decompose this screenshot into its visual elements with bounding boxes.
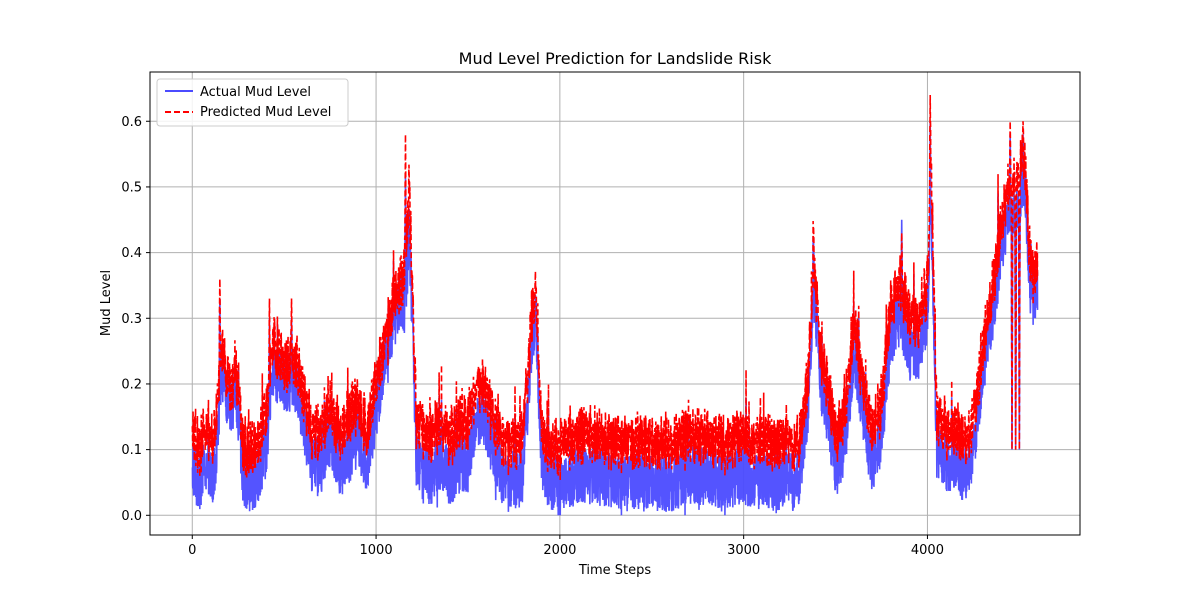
y-tick-label: 0.0: [121, 509, 142, 524]
y-tick-label: 0.5: [121, 180, 142, 195]
y-axis-label: Mud Level: [99, 270, 114, 336]
axis-ticks: 0 1000 2000 3000 4000 0.0 0.1 0.2 0.3 0.4 0.5 0.6: [121, 115, 944, 558]
series-line-actual: [191, 121, 1039, 516]
y-tick-label: 0.6: [121, 115, 142, 130]
plot-area-frame: [149, 71, 1081, 536]
x-tick-label: 3000: [727, 543, 760, 558]
x-axis-label: Time Steps: [578, 563, 652, 578]
x-tick-label: 2000: [543, 543, 576, 558]
y-tick-label: 0.1: [121, 443, 142, 458]
y-tick-label: 0.4: [121, 246, 142, 261]
legend-label-actual: Actual Mud Level: [200, 85, 311, 100]
series-lines: [191, 94, 1039, 516]
y-tick-label: 0.3: [121, 312, 142, 327]
x-tick-label: 1000: [360, 543, 393, 558]
y-tick-label: 0.2: [121, 377, 142, 392]
series-line-predicted: [191, 94, 1039, 481]
x-tick-label: 4000: [911, 543, 944, 558]
x-tick-label: 0: [188, 543, 196, 558]
legend: Actual Mud Level Predicted Mud Level: [156, 78, 349, 127]
chart-title: Mud Level Prediction for Landslide Risk: [459, 49, 772, 68]
legend-box: [156, 78, 349, 127]
legend-label-predicted: Predicted Mud Level: [200, 105, 331, 120]
